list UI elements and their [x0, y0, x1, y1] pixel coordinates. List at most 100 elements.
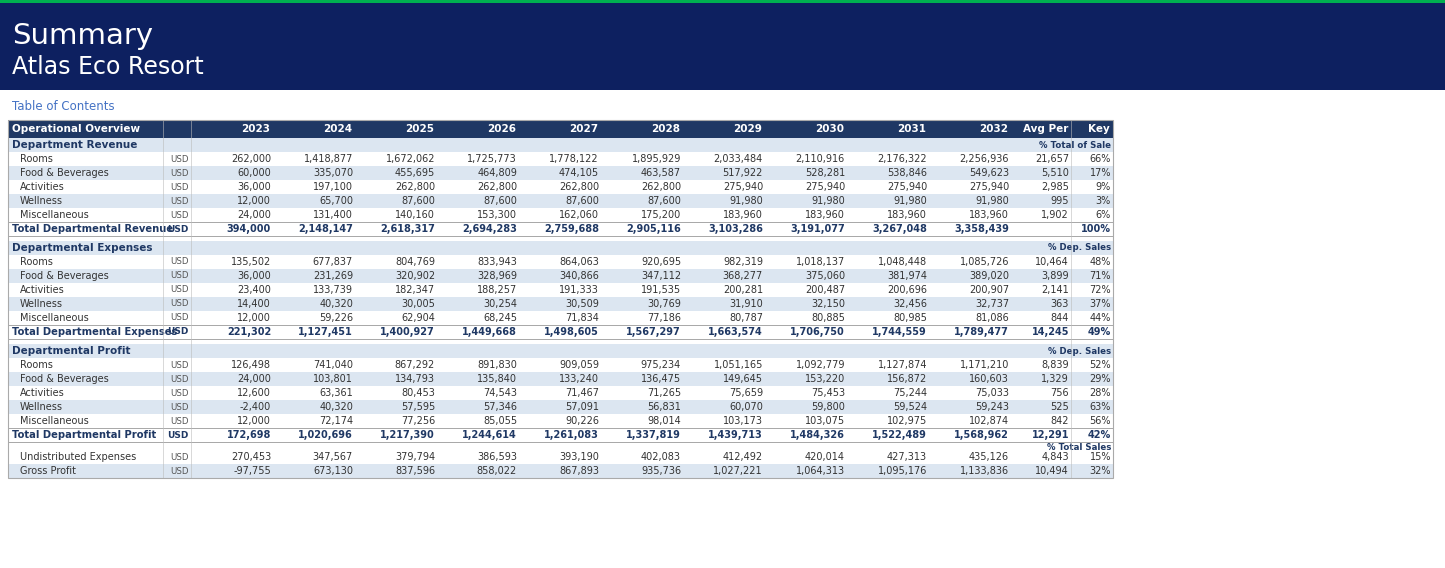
Text: 182,347: 182,347 — [394, 285, 435, 295]
Text: USD: USD — [171, 154, 189, 164]
Text: 1,095,176: 1,095,176 — [877, 466, 928, 476]
Text: 1,725,773: 1,725,773 — [467, 154, 517, 164]
Text: 455,695: 455,695 — [394, 168, 435, 178]
Text: 2023: 2023 — [241, 124, 270, 134]
Text: % Total Sales: % Total Sales — [1046, 443, 1111, 452]
Text: Operational Overview: Operational Overview — [12, 124, 140, 134]
Text: 172,698: 172,698 — [227, 430, 272, 440]
Text: 1,092,779: 1,092,779 — [796, 360, 845, 370]
Text: 320,902: 320,902 — [394, 271, 435, 281]
Text: 24,000: 24,000 — [237, 374, 272, 384]
Text: Food & Beverages: Food & Beverages — [20, 374, 108, 384]
Text: 375,060: 375,060 — [805, 271, 845, 281]
Text: 60,070: 60,070 — [730, 402, 763, 412]
Text: 1,085,726: 1,085,726 — [959, 257, 1009, 267]
Text: 394,000: 394,000 — [227, 224, 272, 234]
Bar — [9, 194, 1113, 208]
Text: 200,696: 200,696 — [887, 285, 928, 295]
Text: 42%: 42% — [1088, 430, 1111, 440]
Text: USD: USD — [171, 374, 189, 383]
Text: Total Departmental Revenue: Total Departmental Revenue — [12, 224, 173, 234]
Text: 40,320: 40,320 — [319, 402, 353, 412]
Bar — [9, 414, 1113, 428]
Text: 1,064,313: 1,064,313 — [796, 466, 845, 476]
Bar — [9, 358, 1113, 372]
Text: 2,759,688: 2,759,688 — [543, 224, 600, 234]
Text: 9%: 9% — [1095, 182, 1111, 192]
Text: 75,453: 75,453 — [811, 388, 845, 398]
Text: 2032: 2032 — [980, 124, 1009, 134]
Text: 525: 525 — [1051, 402, 1069, 412]
Text: 8,839: 8,839 — [1042, 360, 1069, 370]
Text: 48%: 48% — [1090, 257, 1111, 267]
Text: 2,905,116: 2,905,116 — [626, 224, 681, 234]
Text: 5,510: 5,510 — [1042, 168, 1069, 178]
Text: Rooms: Rooms — [20, 360, 53, 370]
Text: 1,663,574: 1,663,574 — [708, 327, 763, 337]
Text: 36,000: 36,000 — [237, 182, 272, 192]
Text: 389,020: 389,020 — [970, 271, 1009, 281]
Text: 741,040: 741,040 — [314, 360, 353, 370]
Bar — [0, 0, 1445, 3]
Text: Activities: Activities — [20, 182, 65, 192]
Text: 982,319: 982,319 — [722, 257, 763, 267]
Bar — [9, 152, 1113, 166]
Text: 1,568,962: 1,568,962 — [954, 430, 1009, 440]
Text: 66%: 66% — [1090, 154, 1111, 164]
Text: 134,793: 134,793 — [394, 374, 435, 384]
Text: 14,400: 14,400 — [237, 299, 272, 309]
Text: 153,220: 153,220 — [805, 374, 845, 384]
Text: 340,866: 340,866 — [559, 271, 600, 281]
Bar — [9, 166, 1113, 180]
Text: Total Departmental Expenses: Total Departmental Expenses — [12, 327, 178, 337]
Text: 10,464: 10,464 — [1035, 257, 1069, 267]
Text: 188,257: 188,257 — [477, 285, 517, 295]
Bar — [9, 120, 1113, 478]
Text: 837,596: 837,596 — [394, 466, 435, 476]
Text: 68,245: 68,245 — [483, 313, 517, 323]
Text: 2,141: 2,141 — [1042, 285, 1069, 295]
Text: 126,498: 126,498 — [231, 360, 272, 370]
Text: 91,980: 91,980 — [975, 196, 1009, 206]
Text: 65,700: 65,700 — [319, 196, 353, 206]
Text: 49%: 49% — [1088, 327, 1111, 337]
Text: 528,281: 528,281 — [805, 168, 845, 178]
Text: 87,600: 87,600 — [402, 196, 435, 206]
Text: 149,645: 149,645 — [722, 374, 763, 384]
Bar — [9, 138, 1113, 152]
Text: 191,535: 191,535 — [642, 285, 681, 295]
Text: 1,498,605: 1,498,605 — [545, 327, 600, 337]
Text: 270,453: 270,453 — [231, 452, 272, 462]
Text: 197,100: 197,100 — [314, 182, 353, 192]
Text: 75,244: 75,244 — [893, 388, 928, 398]
Text: 15%: 15% — [1090, 452, 1111, 462]
Text: -2,400: -2,400 — [240, 402, 272, 412]
Bar — [9, 386, 1113, 400]
Text: 30,509: 30,509 — [565, 299, 600, 309]
Text: 221,302: 221,302 — [227, 327, 272, 337]
Text: 975,234: 975,234 — [640, 360, 681, 370]
Text: Undistributed Expenses: Undistributed Expenses — [20, 452, 136, 462]
Text: 1,789,477: 1,789,477 — [954, 327, 1009, 337]
Text: 275,940: 275,940 — [968, 182, 1009, 192]
Bar — [9, 325, 1113, 339]
Text: 2031: 2031 — [897, 124, 926, 134]
Text: Avg Per: Avg Per — [1023, 124, 1068, 134]
Text: 1,133,836: 1,133,836 — [959, 466, 1009, 476]
Text: 140,160: 140,160 — [394, 210, 435, 220]
Text: 71,834: 71,834 — [565, 313, 600, 323]
Text: 1,895,929: 1,895,929 — [631, 154, 681, 164]
Text: 1,217,390: 1,217,390 — [380, 430, 435, 440]
Text: 36,000: 36,000 — [237, 271, 272, 281]
Bar — [9, 269, 1113, 283]
Text: USD: USD — [168, 431, 189, 440]
Text: 402,083: 402,083 — [642, 452, 681, 462]
Text: 844: 844 — [1051, 313, 1069, 323]
Text: USD: USD — [171, 272, 189, 281]
Text: 935,736: 935,736 — [642, 466, 681, 476]
Text: 3,191,077: 3,191,077 — [790, 224, 845, 234]
Text: 347,112: 347,112 — [642, 271, 681, 281]
Text: USD: USD — [171, 416, 189, 425]
Text: 102,874: 102,874 — [970, 416, 1009, 426]
Bar — [9, 241, 1113, 255]
